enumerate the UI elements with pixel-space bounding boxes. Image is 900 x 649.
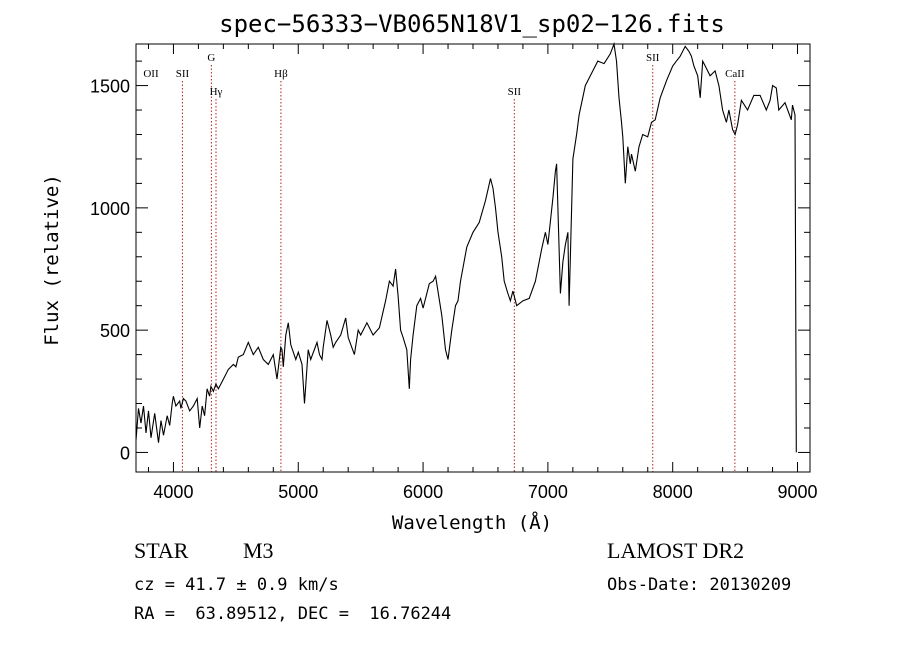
x-tick-label: 7000 bbox=[528, 482, 568, 502]
object-subclass: M3 bbox=[243, 538, 274, 563]
spectrum-line bbox=[135, 41, 797, 453]
line-marker-label: G bbox=[207, 52, 215, 64]
x-axis-label: Wavelength (Å) bbox=[392, 511, 552, 534]
y-tick-label: 500 bbox=[100, 321, 130, 341]
line-marker-label: CaII bbox=[725, 68, 745, 80]
line-marker-label: SII bbox=[508, 86, 522, 98]
y-tick-label: 1500 bbox=[90, 77, 130, 97]
emission-line-markers: OII SII G Hγ Hβ SII SII CaII bbox=[143, 52, 745, 472]
x-tick-label: 9000 bbox=[777, 482, 817, 502]
y-axis-ticks: 0 500 1000 1500 bbox=[90, 60, 810, 463]
y-tick-label: 0 bbox=[120, 443, 130, 463]
y-axis-label: Flux (relative) bbox=[41, 174, 63, 346]
x-tick-label: 6000 bbox=[403, 482, 443, 502]
line-marker-label: SII bbox=[176, 68, 190, 80]
y-tick-label: 1000 bbox=[90, 199, 130, 219]
plot-frame bbox=[135, 43, 811, 473]
survey-name: LAMOST DR2 bbox=[607, 538, 745, 563]
chart-title: spec−56333−VB065N18V1_sp02−126.fits bbox=[219, 10, 725, 38]
line-marker-label: Hγ bbox=[210, 86, 223, 98]
line-marker-label: OII bbox=[143, 68, 159, 80]
redshift-velocity: cz = 41.7 ± 0.9 km/s bbox=[134, 575, 339, 595]
x-tick-label: 5000 bbox=[278, 482, 318, 502]
x-tick-label: 4000 bbox=[153, 482, 193, 502]
object-class: STAR bbox=[134, 538, 189, 563]
observation-date: Obs-Date: 20130209 bbox=[607, 575, 792, 595]
coordinates: RA = 63.89512, DEC = 16.76244 bbox=[134, 604, 452, 624]
x-axis-ticks: 4000 5000 6000 7000 8000 9000 bbox=[147, 44, 818, 502]
x-tick-label: 8000 bbox=[653, 482, 693, 502]
line-marker-label: Hβ bbox=[274, 68, 288, 80]
line-marker-label: SII bbox=[646, 52, 660, 64]
